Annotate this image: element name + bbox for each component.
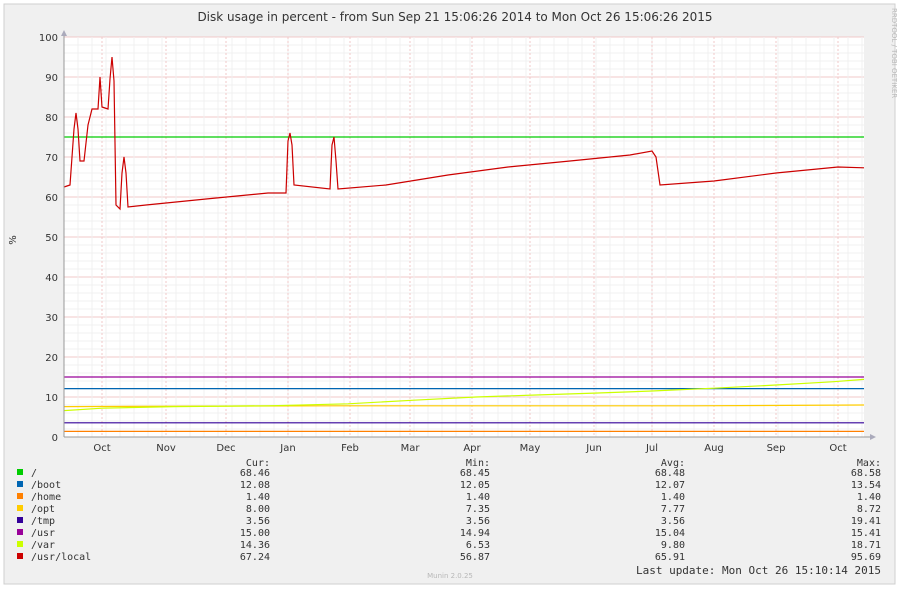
y-tick-label: 10 xyxy=(45,393,58,404)
legend-cur-var: 14.36 xyxy=(240,540,270,551)
x-tick-label: Apr xyxy=(463,443,481,454)
legend-max-tmp: 19.41 xyxy=(851,516,881,527)
legend-label-home: /home xyxy=(31,492,61,503)
legend-label-root: / xyxy=(31,468,37,479)
x-tick-label: May xyxy=(520,443,541,454)
x-tick-label: Sep xyxy=(767,443,786,454)
legend-min-home: 1.40 xyxy=(466,492,490,503)
chart-title: Disk usage in percent - from Sun Sep 21 … xyxy=(197,10,712,24)
y-tick-label: 30 xyxy=(45,313,58,324)
legend-label-tmp: /tmp xyxy=(31,516,55,527)
legend-avg-usr: 15.04 xyxy=(655,528,685,539)
legend: Cur: Min: Avg: Max: / 68.46 68.45 68.48 68.5… xyxy=(17,458,881,563)
legend-swatch-tmp xyxy=(17,517,23,523)
y-tick-label: 70 xyxy=(45,153,58,164)
y-axis-arrow-icon xyxy=(61,30,67,36)
legend-avg-var: 9.80 xyxy=(661,540,685,551)
legend-header-cur: Cur: xyxy=(246,458,270,469)
legend-max-usr-local: 95.69 xyxy=(851,552,881,563)
x-tick-label: Jun xyxy=(585,443,602,454)
y-tick-label: 40 xyxy=(45,273,58,284)
legend-min-boot: 12.05 xyxy=(460,480,490,491)
x-tick-label: Oct xyxy=(829,443,846,454)
x-tick-labels: Oct Nov Dec Jan Feb Mar Apr May Jun Jul Aug Sep Oct xyxy=(93,443,846,454)
legend-min-usr: 14.94 xyxy=(460,528,490,539)
x-axis-arrow-icon xyxy=(870,434,876,440)
legend-min-opt: 7.35 xyxy=(466,504,490,515)
last-update: Last update: Mon Oct 26 15:10:14 2015 xyxy=(636,564,881,577)
x-tick-label: Aug xyxy=(704,443,724,454)
legend-label-usr: /usr xyxy=(31,528,55,539)
axes xyxy=(61,30,876,440)
legend-min-root: 68.45 xyxy=(460,468,490,479)
x-tick-label: Jul xyxy=(645,443,658,454)
legend-min-usr-local: 56.87 xyxy=(460,552,490,563)
legend-avg-tmp: 3.56 xyxy=(661,516,685,527)
legend-max-home: 1.40 xyxy=(857,492,881,503)
munin-version: Munin 2.0.25 xyxy=(427,572,473,580)
legend-max-opt: 8.72 xyxy=(857,504,881,515)
legend-max-boot: 13.54 xyxy=(851,480,881,491)
x-tick-label: Mar xyxy=(401,443,421,454)
legend-header-avg: Avg: xyxy=(661,458,685,469)
x-tick-label: Dec xyxy=(216,443,235,454)
legend-swatch-var xyxy=(17,541,23,547)
legend-max-usr: 15.41 xyxy=(851,528,881,539)
legend-swatch-home xyxy=(17,493,23,499)
x-tick-label: Feb xyxy=(341,443,359,454)
y-tick-label: 60 xyxy=(45,193,58,204)
legend-avg-opt: 7.77 xyxy=(661,504,685,515)
legend-swatch-opt xyxy=(17,505,23,511)
x-tick-label: Jan xyxy=(279,443,295,454)
legend-avg-home: 1.40 xyxy=(661,492,685,503)
x-tick-label: Oct xyxy=(93,443,110,454)
legend-cur-boot: 12.08 xyxy=(240,480,270,491)
legend-swatch-usr-local xyxy=(17,553,23,559)
legend-avg-boot: 12.07 xyxy=(655,480,685,491)
series-line-opt xyxy=(63,404,865,408)
legend-cur-home: 1.40 xyxy=(246,492,270,503)
legend-min-tmp: 3.56 xyxy=(466,516,490,527)
legend-max-var: 18.71 xyxy=(851,540,881,551)
series-line-usr-local xyxy=(63,56,865,211)
legend-cur-usr-local: 67.24 xyxy=(240,552,270,563)
legend-min-var: 6.53 xyxy=(466,540,490,551)
y-axis-label: % xyxy=(8,235,19,245)
series-lines xyxy=(63,56,865,432)
legend-cur-opt: 8.00 xyxy=(246,504,270,515)
legend-cur-usr: 15.00 xyxy=(240,528,270,539)
y-tick-labels: 0 10 20 30 40 50 60 70 80 90 100 xyxy=(39,33,58,444)
legend-swatch-usr xyxy=(17,529,23,535)
legend-avg-root: 68.48 xyxy=(655,468,685,479)
series-line-var xyxy=(63,378,865,412)
legend-cur-root: 68.46 xyxy=(240,468,270,479)
y-tick-label: 80 xyxy=(45,113,58,124)
legend-cur-tmp: 3.56 xyxy=(246,516,270,527)
y-tick-label: 20 xyxy=(45,353,58,364)
legend-label-opt: /opt xyxy=(31,504,55,515)
x-tick-label: Nov xyxy=(156,443,176,454)
rrdtool-credit: RRDTOOL / TOBI OETIKER xyxy=(890,8,898,98)
y-tick-label: 0 xyxy=(52,433,58,444)
y-tick-label: 90 xyxy=(45,73,58,84)
legend-label-usr-local: /usr/local xyxy=(31,552,91,563)
legend-header-min: Min: xyxy=(466,458,490,469)
legend-label-var: /var xyxy=(31,540,55,551)
legend-header-max: Max: xyxy=(857,458,881,469)
legend-swatch-root xyxy=(17,469,23,475)
legend-max-root: 68.58 xyxy=(851,468,881,479)
y-tick-label: 50 xyxy=(45,233,58,244)
legend-label-boot: /boot xyxy=(31,480,61,491)
y-tick-label: 100 xyxy=(39,33,58,44)
legend-swatch-boot xyxy=(17,481,23,487)
legend-avg-usr-local: 65.91 xyxy=(655,552,685,563)
